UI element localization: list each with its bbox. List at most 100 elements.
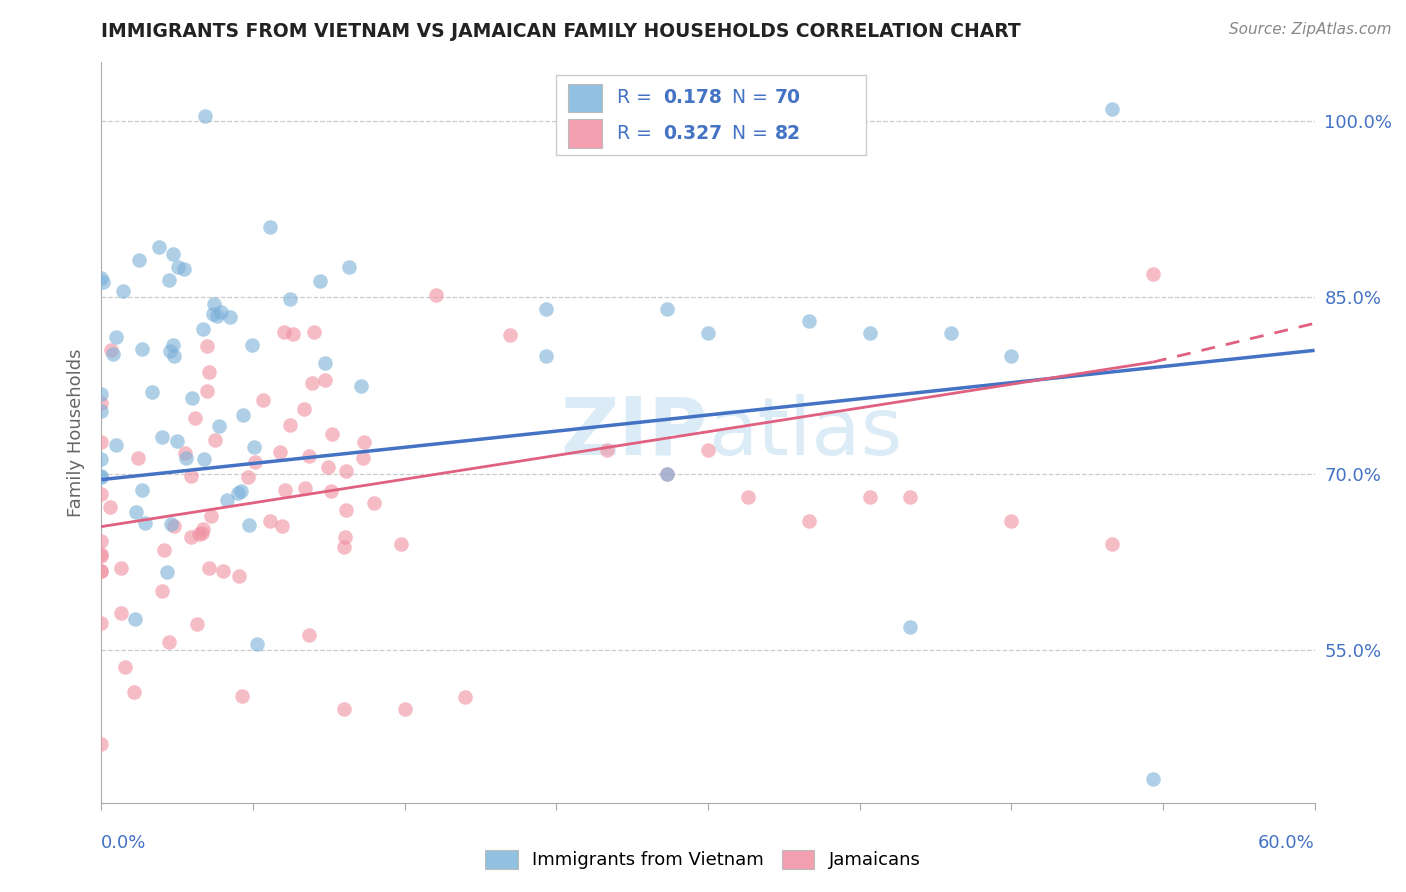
Point — [90, 549, 112, 563]
Text: 70: 70 — [775, 88, 800, 107]
Point — [1000, 514, 1022, 528]
Point — [173, 445, 195, 459]
Point — [211, 564, 233, 578]
Point — [335, 503, 357, 517]
Point — [335, 464, 357, 478]
Point — [302, 326, 325, 340]
Point — [193, 522, 215, 536]
Point — [278, 292, 301, 306]
FancyBboxPatch shape — [568, 84, 602, 112]
Point — [188, 526, 211, 541]
Point — [205, 309, 228, 323]
Point — [186, 616, 208, 631]
Point — [337, 260, 360, 275]
Point — [180, 468, 202, 483]
Point — [90, 486, 112, 500]
Point — [353, 434, 375, 449]
Point — [90, 564, 112, 578]
Point — [333, 530, 356, 544]
Text: atlas: atlas — [709, 393, 903, 472]
Text: Source: ZipAtlas.com: Source: ZipAtlas.com — [1229, 22, 1392, 37]
Point — [1142, 267, 1164, 281]
Point — [153, 543, 176, 558]
Point — [197, 560, 219, 574]
FancyBboxPatch shape — [557, 75, 866, 155]
Legend: Immigrants from Vietnam, Jamaicans: Immigrants from Vietnam, Jamaicans — [477, 841, 929, 879]
Point — [246, 637, 269, 651]
Point — [90, 564, 112, 578]
Point — [697, 326, 720, 340]
Point — [141, 384, 163, 399]
Point — [321, 427, 343, 442]
Point — [859, 490, 882, 504]
Point — [152, 429, 174, 443]
Text: IMMIGRANTS FROM VIETNAM VS JAMAICAN FAMILY HOUSEHOLDS CORRELATION CHART: IMMIGRANTS FROM VIETNAM VS JAMAICAN FAMI… — [101, 22, 1021, 41]
Point — [314, 374, 336, 388]
Point — [226, 486, 249, 500]
Point — [134, 516, 156, 530]
Point — [204, 433, 226, 447]
Point — [90, 396, 112, 410]
Point — [534, 349, 557, 363]
Text: R =: R = — [617, 88, 658, 107]
Point — [657, 467, 679, 481]
Point — [281, 327, 304, 342]
Point — [124, 612, 146, 626]
Point — [202, 297, 225, 311]
Text: 82: 82 — [775, 124, 800, 143]
Point — [131, 483, 153, 497]
Point — [90, 434, 112, 449]
Point — [90, 451, 112, 466]
Point — [316, 459, 339, 474]
Point — [128, 253, 150, 268]
Point — [191, 525, 214, 540]
Point — [105, 438, 128, 452]
Point — [350, 379, 373, 393]
Point — [499, 327, 522, 342]
Point — [184, 411, 207, 425]
Point — [200, 509, 222, 524]
Point — [195, 384, 218, 399]
Point — [273, 325, 295, 339]
Point — [105, 330, 128, 344]
Point — [162, 247, 184, 261]
Point — [98, 500, 121, 514]
Point — [278, 418, 301, 433]
Point — [1000, 349, 1022, 363]
Point — [1101, 537, 1123, 551]
Point — [193, 451, 215, 466]
Point — [274, 483, 297, 497]
Point — [90, 547, 112, 561]
Point — [394, 702, 416, 716]
Point — [298, 628, 321, 642]
Point — [1142, 772, 1164, 787]
Point — [157, 272, 180, 286]
Text: ZIP: ZIP — [561, 393, 709, 472]
Point — [657, 467, 679, 481]
Point — [454, 690, 477, 704]
Point — [259, 514, 281, 528]
Point — [127, 450, 149, 465]
Point — [238, 518, 260, 533]
Point — [301, 376, 323, 391]
Point — [195, 338, 218, 352]
Point — [898, 490, 921, 504]
Point — [939, 326, 962, 340]
Point — [231, 483, 253, 498]
Point — [122, 685, 145, 699]
Text: 0.178: 0.178 — [664, 88, 721, 107]
Point — [131, 343, 153, 357]
Point — [219, 310, 242, 324]
Point — [163, 518, 186, 533]
Point — [898, 619, 921, 633]
Point — [332, 540, 354, 554]
FancyBboxPatch shape — [568, 120, 602, 147]
Point — [90, 271, 112, 285]
Point — [180, 530, 202, 544]
Point — [173, 261, 195, 276]
Point — [156, 565, 179, 579]
Point — [91, 276, 114, 290]
Point — [193, 322, 215, 336]
Point — [236, 470, 259, 484]
Point — [243, 455, 266, 469]
